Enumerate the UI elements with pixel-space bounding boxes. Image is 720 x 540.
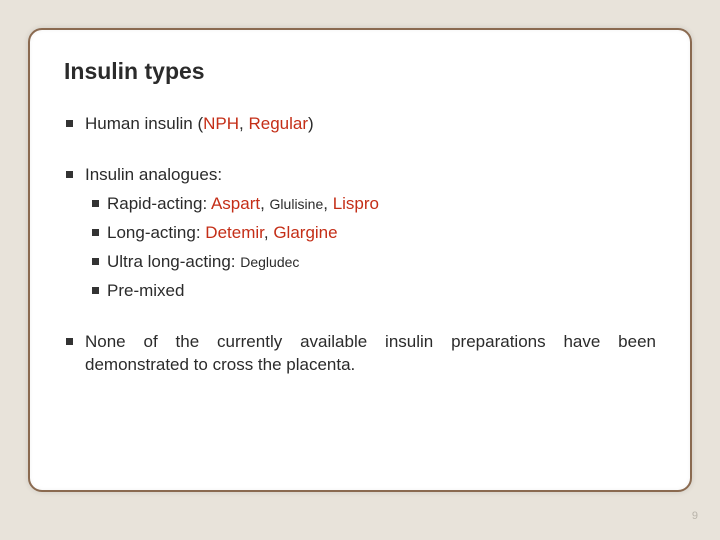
text-detemir: Detemir [205,223,264,242]
text-fragment: , [264,223,273,242]
text-fragment: Rapid-acting: [107,194,211,213]
text-fragment: , [260,194,269,213]
bullet-text: Pre-mixed [107,280,184,303]
bullet-icon [92,258,99,265]
page-number: 9 [692,510,698,522]
bullet-text: Human insulin (NPH, Regular) [85,113,314,136]
bullet-icon [66,171,73,178]
slide-card: Insulin types Human insulin (NPH, Regula… [28,28,692,492]
text-lispro: Lispro [333,194,379,213]
bullet-icon [66,338,73,345]
bullet-placenta: None of the currently available insulin … [66,331,656,377]
slide-title: Insulin types [64,58,656,85]
bullet-human-insulin: Human insulin (NPH, Regular) [66,113,656,136]
text-degludec: Degludec [240,254,299,270]
bullet-icon [92,200,99,207]
bullet-rapid: Rapid-acting: Aspart, Glulisine, Lispro [92,193,656,216]
bullet-premixed: Pre-mixed [92,280,656,303]
text-fragment: ) [308,114,314,133]
text-aspart: Aspart [211,194,260,213]
text-glulisine: Glulisine [270,196,324,212]
bullet-icon [92,287,99,294]
text-fragment: Long-acting: [107,223,205,242]
bullet-text: Long-acting: Detemir, Glargine [107,222,338,245]
bullet-long: Long-acting: Detemir, Glargine [92,222,656,245]
text-fragment: , [323,194,332,213]
bullet-ultra: Ultra long-acting: Degludec [92,251,656,274]
bullet-text: Ultra long-acting: Degludec [107,251,299,274]
bullet-icon [92,229,99,236]
text-regular: Regular [248,114,308,133]
bullet-icon [66,120,73,127]
text-fragment: Ultra long-acting: [107,252,240,271]
text-nph: NPH [203,114,239,133]
text-glargine: Glargine [273,223,337,242]
bullet-analogues: Insulin analogues: [66,164,656,187]
bullet-text: Rapid-acting: Aspart, Glulisine, Lispro [107,193,379,216]
text-fragment: Human insulin ( [85,114,203,133]
bullet-text: Insulin analogues: [85,164,222,187]
bullet-text: None of the currently available insulin … [85,331,656,377]
